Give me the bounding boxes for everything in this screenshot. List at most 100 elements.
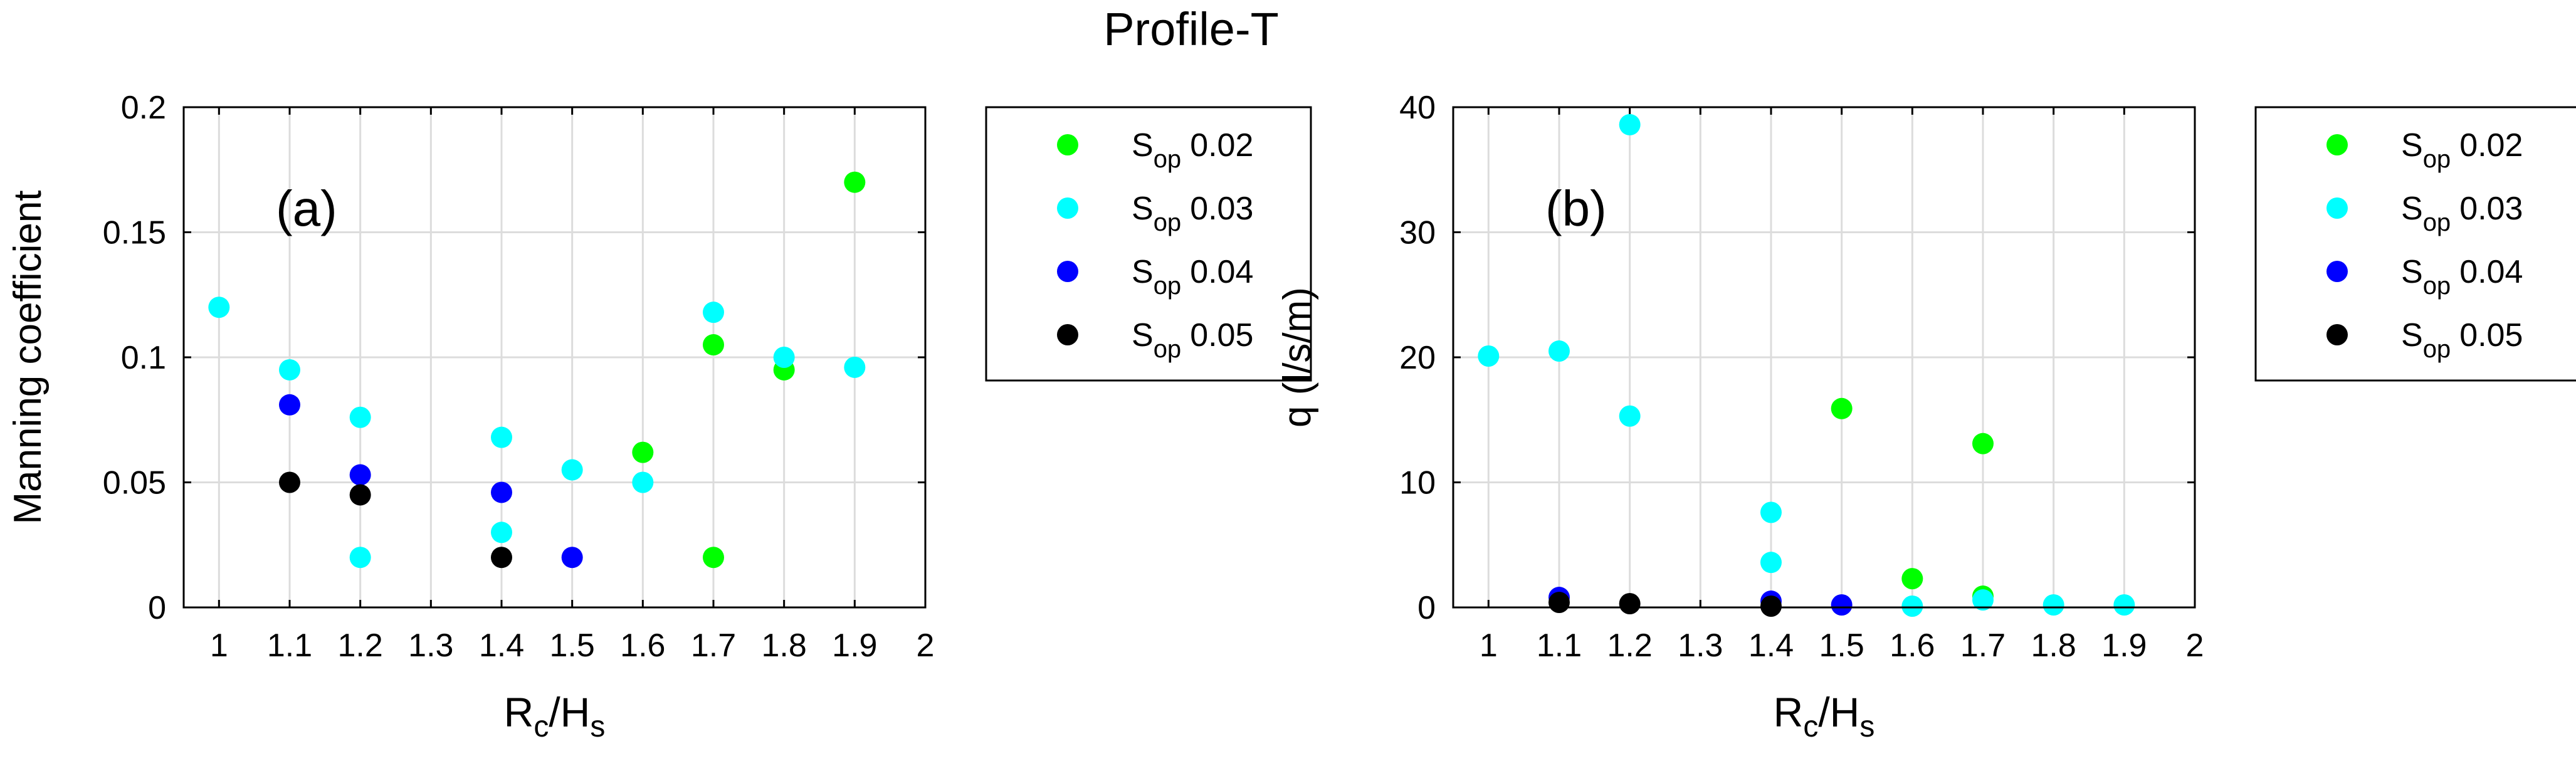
legend-box	[985, 106, 1312, 382]
data-point-005	[1760, 596, 1782, 617]
data-point-003	[844, 356, 866, 378]
data-point-002	[703, 334, 724, 356]
y-tick-label: 20	[1399, 340, 1436, 376]
x-tick-label: 1.6	[620, 627, 665, 664]
legend-entry: Sop 0.05	[1132, 317, 1253, 363]
panel-b: 1 1.1 1.2 1.3 1.4 1.5 1.6 1.7 1.8 1.9 2010203040(b…	[1276, 90, 2576, 743]
legend-entry: Sop 0.05	[2401, 317, 2523, 363]
y-axis-label: q (l/s/m)	[1276, 287, 1319, 428]
x-tick-label: 1.6	[1890, 627, 1935, 664]
legend-entry: Sop 0.04	[2401, 254, 2523, 300]
y-tick-label: 10	[1399, 465, 1436, 501]
data-point-003	[703, 302, 724, 323]
y-tick-label: 30	[1399, 215, 1436, 251]
y-axis-label: Manning coefficient	[6, 190, 50, 524]
x-axis-label: Rc/Hs	[1774, 689, 1875, 743]
legend-entry: Sop 0.03	[2401, 191, 2523, 236]
legend-marker	[1057, 197, 1078, 219]
y-tick-label: 0.2	[121, 90, 166, 126]
figure-title: Profile-T	[1103, 3, 1279, 55]
data-point-002	[632, 441, 654, 463]
legend-marker	[2326, 197, 2348, 219]
data-point-003	[561, 459, 583, 481]
data-point-003	[1619, 113, 1641, 135]
axes-frame	[182, 106, 927, 609]
x-tick-label: 1.8	[762, 627, 807, 664]
data-point-004	[561, 547, 583, 569]
x-tick-label: 1.1	[267, 627, 312, 664]
x-axis-label: Rc/Hs	[504, 689, 606, 743]
legend-entry: Sop 0.02	[2401, 127, 2523, 173]
x-tick-label: 1.4	[1748, 627, 1794, 664]
panel-label: (a)	[276, 181, 337, 236]
legend-entry: Sop 0.02	[1132, 127, 1253, 173]
data-point-003	[1760, 552, 1782, 574]
x-tick-label: 1.5	[550, 627, 595, 664]
data-point-003	[491, 426, 512, 448]
legend-marker	[1057, 261, 1078, 282]
x-tick-label: 1.9	[832, 627, 877, 664]
data-point-003	[349, 406, 371, 428]
data-point-005	[349, 484, 371, 506]
data-point-003	[491, 522, 512, 543]
x-tick-label: 1.2	[1607, 627, 1653, 664]
x-tick-label: 1.4	[479, 627, 524, 664]
legend: Sop 0.02 Sop 0.03 Sop 0.04 Sop 0.05	[2254, 106, 2576, 382]
data-point-003	[2042, 594, 2064, 616]
x-tick-label: 1.3	[408, 627, 453, 664]
data-point-003	[349, 547, 371, 569]
x-tick-label: 2	[2186, 627, 2204, 664]
y-tick-label: 0.05	[103, 465, 166, 501]
data-point-004	[491, 481, 512, 503]
data-point-004	[349, 464, 371, 486]
data-point-003	[1972, 589, 1994, 611]
axes-frame	[1452, 106, 2196, 609]
data-point-003	[1760, 501, 1782, 523]
x-tick-label: 1.7	[1960, 627, 2006, 664]
x-tick-label: 2	[917, 627, 935, 664]
x-tick-label: 1.1	[1537, 627, 1582, 664]
data-point-003	[279, 359, 300, 381]
data-point-002	[844, 171, 866, 193]
legend-marker	[2326, 134, 2348, 155]
data-point-003	[1548, 340, 1570, 362]
legend-entry: Sop 0.04	[1132, 254, 1253, 300]
x-tick-label: 1.5	[1819, 627, 1864, 664]
legend-box	[2254, 106, 2576, 382]
data-point-003	[1901, 596, 1923, 617]
legend-marker	[2326, 324, 2348, 345]
x-tick-label: 1.2	[338, 627, 383, 664]
x-tick-label: 1.9	[2101, 627, 2147, 664]
data-point-002	[1901, 568, 1923, 590]
data-point-003	[1478, 345, 1500, 367]
x-tick-label: 1	[1480, 627, 1498, 664]
data-point-004	[1831, 594, 1853, 616]
y-tick-label: 0	[148, 590, 166, 626]
data-point-004	[279, 394, 300, 416]
data-point-005	[1619, 593, 1641, 615]
legend-entry: Sop 0.03	[1132, 191, 1253, 236]
data-point-003	[1619, 405, 1641, 427]
data-point-003	[632, 471, 654, 493]
panel-a: 1 1.1 1.2 1.3 1.4 1.5 1.6 1.7 1.8 1.9 2 0 0.05 0.1 0.1…	[6, 90, 1312, 743]
data-point-003	[2113, 594, 2135, 616]
data-point-002	[703, 547, 724, 569]
panel-label: (b)	[1545, 181, 1607, 236]
y-tick-label: 40	[1399, 90, 1436, 126]
legend: Sop 0.02 Sop 0.03 Sop 0.04 Sop 0.05	[985, 106, 1312, 382]
legend-marker	[1057, 134, 1078, 155]
data-point-005	[279, 471, 300, 493]
x-tick-label: 1	[210, 627, 228, 664]
data-point-005	[1548, 592, 1570, 614]
x-tick-label: 1.8	[2031, 627, 2076, 664]
data-point-005	[491, 547, 512, 569]
y-tick-label: 0	[1417, 590, 1436, 626]
x-tick-label: 1.7	[691, 627, 736, 664]
data-point-003	[208, 297, 230, 318]
data-point-003	[773, 347, 795, 368]
data-point-002	[1831, 397, 1853, 419]
legend-marker	[2326, 261, 2348, 282]
legend-marker	[1057, 324, 1078, 345]
y-tick-label: 0.1	[121, 340, 166, 376]
